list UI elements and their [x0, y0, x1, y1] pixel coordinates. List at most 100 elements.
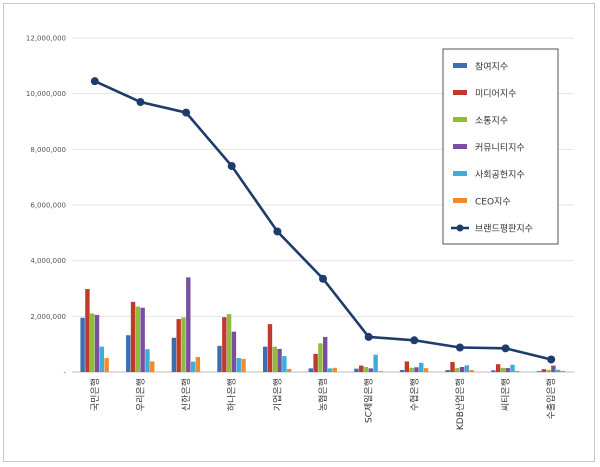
- bar: [414, 367, 419, 372]
- bar: [409, 367, 414, 372]
- y-axis: - 2,000,000 4,000,000 6,000,000 8,000,000 10,…: [26, 35, 67, 377]
- bar: [510, 364, 515, 372]
- x-tick-label: 수출입은행: [545, 378, 557, 419]
- bar: [171, 337, 177, 372]
- legend-swatch: [453, 144, 467, 149]
- line-series: [90, 77, 556, 364]
- legend-label: 미디어지수: [475, 89, 516, 100]
- bar: [450, 361, 455, 372]
- bar: [236, 358, 241, 372]
- legend-label: 참여지수: [475, 61, 508, 73]
- bar: [272, 346, 277, 372]
- bar: [135, 306, 141, 372]
- bar: [373, 354, 378, 372]
- bar: [262, 346, 268, 372]
- bar: [404, 361, 410, 372]
- legend-swatch: [453, 63, 467, 68]
- bar: [99, 346, 105, 372]
- x-tick-label: 우리은행: [134, 378, 146, 411]
- bar: [536, 371, 542, 372]
- line-point: [547, 355, 556, 364]
- bar: [277, 348, 282, 372]
- line-point: [90, 77, 99, 86]
- bar: [515, 370, 520, 372]
- bar: [181, 317, 186, 372]
- x-tick-label: 국민은행: [89, 378, 101, 411]
- y-tick-label: 8,000,000: [30, 146, 66, 154]
- bar: [226, 314, 232, 372]
- y-tick-label: 10,000,000: [26, 90, 66, 98]
- legend-swatch: [453, 171, 467, 176]
- bar: [286, 368, 292, 372]
- bar: [505, 368, 510, 372]
- legend-label: 사회공헌지수: [475, 170, 525, 181]
- bar: [176, 319, 181, 372]
- bar: [308, 368, 313, 372]
- x-tick-label: SC제일은행: [363, 378, 375, 423]
- bar: [313, 353, 318, 372]
- brand-reputation-chart: - 2,000,000 4,000,000 6,000,000 8,000,000 10,…: [26, 35, 574, 430]
- bar: [217, 345, 222, 372]
- bar: [459, 366, 465, 372]
- x-tick-label: 기업은행: [271, 378, 283, 411]
- x-tick-label: 씨티은행: [500, 378, 512, 411]
- x-tick-label: KDB산업은행: [454, 378, 466, 430]
- bar: [363, 366, 369, 372]
- bar: [399, 370, 405, 372]
- bar: [80, 317, 85, 372]
- bar: [231, 331, 237, 372]
- legend-swatch: [453, 198, 467, 203]
- bar: [500, 367, 506, 372]
- line-point: [455, 343, 464, 352]
- y-tick-label: -: [63, 369, 66, 377]
- y-tick-label: 6,000,000: [30, 202, 66, 210]
- grid-lines: [72, 37, 574, 373]
- bar-series: [80, 277, 566, 372]
- bar: [551, 365, 556, 372]
- bar: [318, 343, 323, 372]
- bar: [359, 365, 364, 372]
- x-tick-label: 하나은행: [226, 378, 238, 411]
- line-point: [501, 344, 510, 353]
- bar: [186, 277, 191, 372]
- y-tick-label: 2,000,000: [30, 313, 66, 321]
- bar: [150, 361, 155, 372]
- x-tick-label: 농협은행: [317, 378, 329, 411]
- bar: [145, 349, 150, 372]
- bar: [541, 369, 546, 372]
- y-tick-label: 4,000,000: [30, 257, 66, 265]
- bar: [491, 370, 496, 372]
- bar: [332, 367, 337, 372]
- bar: [90, 313, 95, 372]
- legend-label: 브랜드평판지수: [475, 224, 533, 235]
- bar: [94, 314, 100, 372]
- legend-swatch: [453, 90, 467, 95]
- line-point: [227, 162, 236, 171]
- bar: [368, 368, 374, 372]
- bar: [195, 356, 201, 372]
- line-point: [273, 227, 282, 236]
- legend-label: CEO지수: [475, 197, 511, 208]
- bar: [282, 356, 287, 372]
- bar: [241, 358, 246, 372]
- bar: [445, 370, 450, 372]
- bar: [327, 368, 333, 372]
- bar: [85, 289, 90, 372]
- bar: [378, 371, 383, 372]
- bar: [190, 361, 196, 372]
- line-point: [182, 108, 191, 117]
- bar: [140, 307, 145, 372]
- x-tick-label: 신한은행: [180, 378, 192, 411]
- bar: [469, 370, 474, 372]
- bar: [222, 317, 227, 372]
- chart-frame: - 2,000,000 4,000,000 6,000,000 8,000,000 10,…: [3, 3, 595, 462]
- bar: [323, 336, 328, 372]
- bar: [419, 362, 424, 372]
- x-axis: 국민은행 우리은행 신한은행 하나은행 기업은행 농협은행 SC제일은행 수협은행 KDB산업은…: [89, 378, 557, 430]
- bar: [455, 368, 460, 372]
- bar: [104, 358, 109, 372]
- legend-label: 커뮤니티지수: [475, 143, 525, 154]
- line-point: [364, 332, 373, 341]
- bar: [546, 369, 551, 372]
